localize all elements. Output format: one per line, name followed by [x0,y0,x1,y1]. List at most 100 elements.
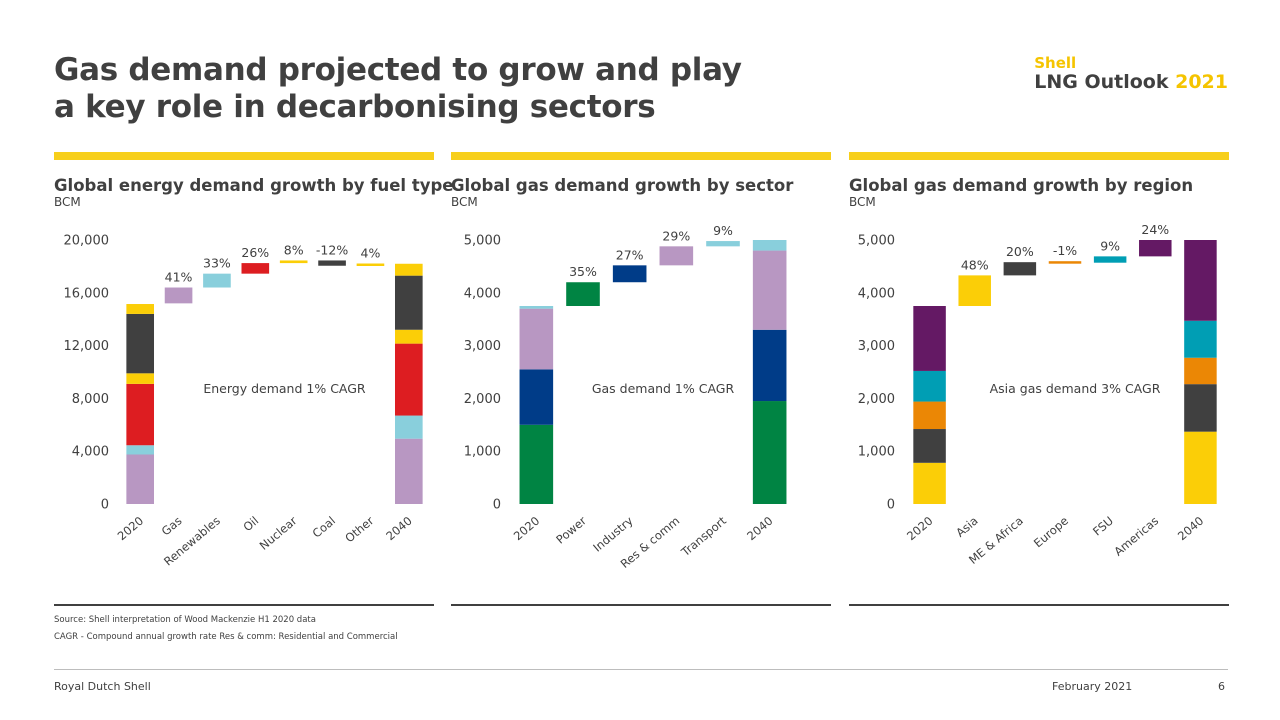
bar-2020-power [519,424,554,504]
chart-annotation: Asia gas demand 3% CAGR [990,381,1161,396]
x-tick-label-other: Other [342,513,376,545]
y-tick-label: 8,000 [72,392,109,407]
step-bar-renewables [203,273,231,288]
x-tick-label-2020: 2020 [511,514,542,544]
y-tick-label: 16,000 [64,286,110,301]
y-tick-label: 2,000 [858,392,895,407]
bar-2040-europe [1184,357,1217,385]
footer-date: February 2021 [1052,680,1133,693]
x-tick-label-2040: 2040 [744,514,775,544]
chart-unit-label: BCM [54,195,81,209]
bar-2020-oil [126,383,155,446]
step-bar-power [566,282,600,306]
data-label-coal: -12% [316,242,348,257]
chart-annotation: Energy demand 1% CAGR [203,381,366,396]
chart-panel-fuel-type: Global energy demand growth by fuel type… [54,152,453,608]
data-label-industry: 27% [616,247,644,262]
panel-top-bar [451,152,831,160]
step-bar-fsu [1093,256,1127,263]
logo-brand: Shell [1034,54,1077,72]
data-label-asia: 48% [961,257,989,272]
y-tick-label: 0 [887,498,895,513]
data-label-nuclear: 8% [284,242,304,257]
data-label-me-africa: 20% [1006,244,1034,259]
y-tick-label: 4,000 [72,445,109,460]
chart-title: Global energy demand growth by fuel type [54,176,454,195]
bar-2040-power [752,401,787,504]
step-bar-asia [958,275,991,306]
chart-panel-region: Global gas demand growth by region BCM 0… [849,152,1229,608]
data-label-renewables: 33% [203,256,231,271]
step-bar-oil [241,263,270,274]
chart-sector: 0 1,000 2,000 3,000 4,000 5,000 2020 Power Indus… [464,223,787,571]
page-title-line-2: a key role in decarbonising sectors [54,89,656,125]
y-tick-label: 3,000 [858,339,895,354]
data-label-other: 4% [361,246,381,261]
bar-2040-asia [1184,431,1217,504]
bar-2020-asia [913,462,946,504]
data-label-americas: 24% [1141,222,1169,237]
panel-bottom-rule [849,604,1229,606]
source-footnote: Source: Shell interpretation of Wood Mac… [54,615,316,625]
data-label-fsu: 9% [1100,238,1120,253]
data-label-oil: 26% [241,245,269,260]
logo-product-name: LNG Outlook [1034,71,1169,93]
bar-2040-coal [394,275,423,330]
abbreviation-footnote: CAGR - Compound annual growth rate Res &… [54,632,398,642]
bar-2020-europe [913,401,946,430]
bar-2040-americas [1184,240,1217,321]
bar-2040-nuclear [394,329,423,344]
footer-page-number: 6 [1218,680,1225,693]
x-tick-label-transport: Transport [678,513,729,559]
chart-panel-sector: Global gas demand growth by sector BCM 0… [451,152,831,608]
step-bar-industry [612,265,647,283]
x-tick-label-2040: 2040 [383,514,414,544]
step-bar-gas [164,287,193,304]
bar-2020-fsu [913,370,946,402]
x-tick-label-industry: Industry [590,513,635,554]
x-tick-label-europe: Europe [1031,514,1071,551]
bar-2040-other [394,263,423,276]
page-title-line-1: Gas demand projected to grow and play [54,52,742,88]
bar-2040-me-africa [1184,384,1217,432]
bar-2020-americas [913,306,946,371]
logo-year: 2021 [1175,71,1228,93]
footer-company: Royal Dutch Shell [54,680,151,693]
data-label-transport: 9% [713,223,733,238]
step-bar-other [356,263,385,266]
bar-2020-coal [126,313,155,374]
y-tick-label: 1,000 [858,445,895,460]
y-tick-label: 12,000 [64,339,110,354]
y-tick-label: 1,000 [464,445,501,460]
step-bar-transport [706,241,740,247]
x-tick-label-nuclear: Nuclear [257,513,300,552]
logo-product: LNG Outlook 2021 [1034,71,1228,93]
bar-2040-oil [394,343,423,416]
panel-top-bar [54,152,434,160]
y-tick-label: 20,000 [64,234,110,249]
bar-2040-industry [752,329,787,402]
step-bar-europe [1048,261,1082,264]
x-tick-label-coal: Coal [310,514,338,541]
bar-2020-transport [519,306,554,309]
bar-2040-gas [394,438,423,504]
y-tick-label: 4,000 [858,286,895,301]
bar-2040-fsu [1184,320,1217,358]
bar-2040-renewables [394,415,423,439]
panel-top-bar [849,152,1229,160]
chart-title: Global gas demand growth by region [849,176,1194,195]
data-label-gas: 41% [165,270,193,285]
page-title: Gas demand projected to grow and play a … [54,52,742,126]
step-bar-me-africa [1003,262,1037,276]
footer-divider [54,669,1228,670]
step-bar-americas [1139,240,1172,257]
chart-unit-label: BCM [451,195,478,209]
step-bar-nuclear [279,260,308,264]
data-label-europe: -1% [1053,243,1077,258]
step-bar-coal [318,260,346,266]
y-tick-label: 2,000 [464,392,501,407]
bar-2020-other [126,304,155,314]
x-tick-label-2020: 2020 [115,514,146,544]
